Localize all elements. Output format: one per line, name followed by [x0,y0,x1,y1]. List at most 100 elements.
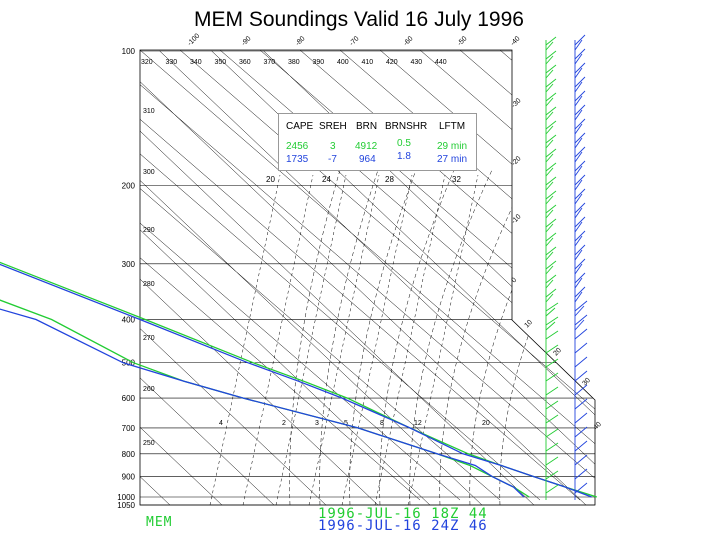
wind-barbs-18z-barb [545,78,557,88]
wind-barbs-18z-barb [545,167,554,177]
theta-top-label: 360 [239,59,251,66]
dry-adiabat-line [700,50,718,500]
wind-barbs-18z-barb [545,484,559,494]
pressure-label: 200 [122,181,136,190]
wind-barbs-24z-barb [574,39,583,51]
isotherm-line [140,50,587,505]
theta-top-label: 330 [166,59,178,66]
dry-adiabat-line [140,50,581,501]
isotherm-line [140,50,275,505]
wind-barbs-24z-barb [574,146,586,158]
wind-barbs-18z-barb [545,176,557,186]
temperature-label: -70 [348,35,360,47]
wind-barbs-18z-barb [545,50,557,60]
wind-barbs-18z-barb [545,428,559,438]
wind-barbs-24z-barb [574,90,586,102]
theta-left-label: 300 [143,169,155,176]
wind-barbs-18z-barb [545,400,559,410]
wind-barbs-24z-barb [574,221,583,233]
header-brnshr: BRNSHR [385,121,428,132]
wind-barbs-18z-barb [545,232,557,242]
temperature-label: -90 [240,35,252,47]
dry-adiabat-line [140,50,541,501]
wind-barbs-18z-barb [545,246,557,256]
wind-barbs-24z-barb [574,272,586,284]
wind-barbs-24z-barb [574,67,583,79]
series-2-temperature-line [0,263,592,498]
wind-barbs-18z-barb [545,223,554,233]
isotherm-line [140,50,483,505]
mixing-ratio-line [308,174,380,505]
wind-barbs-24z-barb [574,482,588,494]
wind-barbs-24z-barb [574,151,583,163]
mixing-ratio-line [341,174,413,505]
wind-barbs-18z-barb [545,190,557,200]
dry-adiabat-line [179,50,595,501]
theta-top-label: 390 [313,59,325,66]
wind-barbs-18z-barb [545,251,554,261]
wind-barbs-24z-barb [574,95,583,107]
row2-lftm: 27 min [437,154,468,165]
isotherm-line [0,51,14,505]
wind-barbs-24z-barb [574,328,588,340]
wind-barbs-24z-barb [574,53,583,65]
header-cape: CAPE [286,121,314,132]
theta-top-label: 440 [435,59,447,66]
wind-barbs-18z-barb [545,195,554,205]
wind-barbs-24z-barb [574,34,586,46]
pressure-label: 300 [122,260,136,269]
mixing-ratio-line [407,174,479,505]
theta-top-label: 430 [411,59,423,66]
theta-top-label: 400 [337,59,349,66]
mixing-ratio-low-label: 5 [344,420,348,427]
wind-barbs-24z-barb [574,454,588,466]
wind-barbs-18z-barb [545,288,557,298]
wind-barbs-24z-barb [574,165,583,177]
wind-barbs-18z-barb [545,456,559,466]
wind-barbs-18z-barb [545,120,557,130]
wind-barbs-18z-barb [545,106,557,116]
dry-adiabat-line [539,50,595,501]
wind-barbs-24z-barb [574,384,588,396]
theta-left-label: 250 [143,440,155,447]
wind-barbs-24z-barb [574,202,586,214]
dry-adiabat-line [140,50,595,501]
header-lftm: LFTM [439,121,466,132]
theta-top-label: 320 [141,59,153,66]
wind-barbs-24z-barb [574,342,588,354]
wind-barbs-18z-barb [545,55,554,65]
wind-barbs-18z-barb [545,302,559,312]
wind-barbs-18z-barb [545,41,554,51]
theta-top-label: 340 [190,59,202,66]
wind-barbs-18z-barb [545,36,557,46]
temperature-label: 20 [552,347,563,358]
isotherm-line [140,50,327,505]
wind-barbs-18z-barb [545,204,557,214]
wind-barbs-24z-barb [574,160,586,172]
wind-barbs-24z-barb [574,314,588,326]
moist-adiabat-line [349,169,417,505]
theta-top-label: 370 [264,59,276,66]
wind-barbs-18z-barb [545,97,554,107]
wind-barbs-24z-barb [574,179,583,191]
isotherm-line [140,50,431,505]
row1-brn: 4912 [355,141,378,152]
sounding-2-label: 1996-JUL-16 24Z 46 [318,518,488,534]
dry-adiabat-line [459,50,595,501]
pressure-label: 800 [122,450,136,459]
wind-barbs-18z-barb [545,69,554,79]
wind-barbs-18z-barb [545,316,559,326]
wind-barbs-24z-barb [574,263,583,275]
wind-barbs-18z-barb [545,321,556,331]
isotherm-line [140,50,535,505]
mixing-ratio-label: 28 [385,175,394,184]
wind-barbs-18z-barb [545,237,554,247]
station-label: MEM [146,515,173,530]
wind-barbs [545,34,588,500]
wind-barbs-24z-barb [574,235,583,247]
moist-adiabat-line [319,169,379,505]
pressure-label: 900 [122,473,136,482]
wind-barbs-24z-barb [574,426,588,438]
wind-barbs-24z-barb [574,132,586,144]
